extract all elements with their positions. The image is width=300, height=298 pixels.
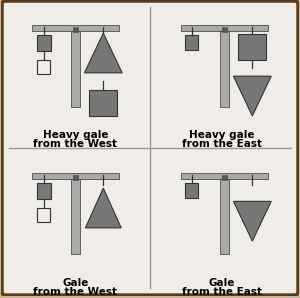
Bar bbox=[238, 34, 266, 60]
Bar bbox=[181, 25, 268, 31]
Text: from the East: from the East bbox=[182, 287, 262, 297]
Text: Heavy gale: Heavy gale bbox=[189, 130, 254, 140]
Bar bbox=[181, 173, 268, 179]
Text: Gale: Gale bbox=[62, 278, 89, 288]
Bar bbox=[89, 90, 117, 116]
Text: from the West: from the West bbox=[34, 139, 118, 149]
Text: Heavy gale: Heavy gale bbox=[43, 130, 108, 140]
Bar bbox=[220, 179, 229, 254]
Bar bbox=[32, 25, 119, 31]
Bar bbox=[37, 60, 50, 74]
Text: from the East: from the East bbox=[182, 139, 262, 149]
Bar bbox=[220, 31, 229, 107]
Bar bbox=[37, 35, 51, 51]
Bar bbox=[37, 208, 50, 222]
Polygon shape bbox=[85, 188, 121, 228]
Bar bbox=[185, 35, 198, 50]
Bar bbox=[71, 179, 80, 254]
Text: from the West: from the West bbox=[34, 287, 118, 297]
Bar bbox=[32, 173, 119, 179]
Bar bbox=[185, 183, 198, 198]
Polygon shape bbox=[233, 201, 271, 241]
Text: Gale: Gale bbox=[208, 278, 235, 288]
Bar bbox=[71, 31, 80, 107]
FancyBboxPatch shape bbox=[2, 1, 298, 295]
Polygon shape bbox=[233, 76, 271, 116]
Bar bbox=[37, 183, 51, 199]
Polygon shape bbox=[84, 33, 122, 73]
